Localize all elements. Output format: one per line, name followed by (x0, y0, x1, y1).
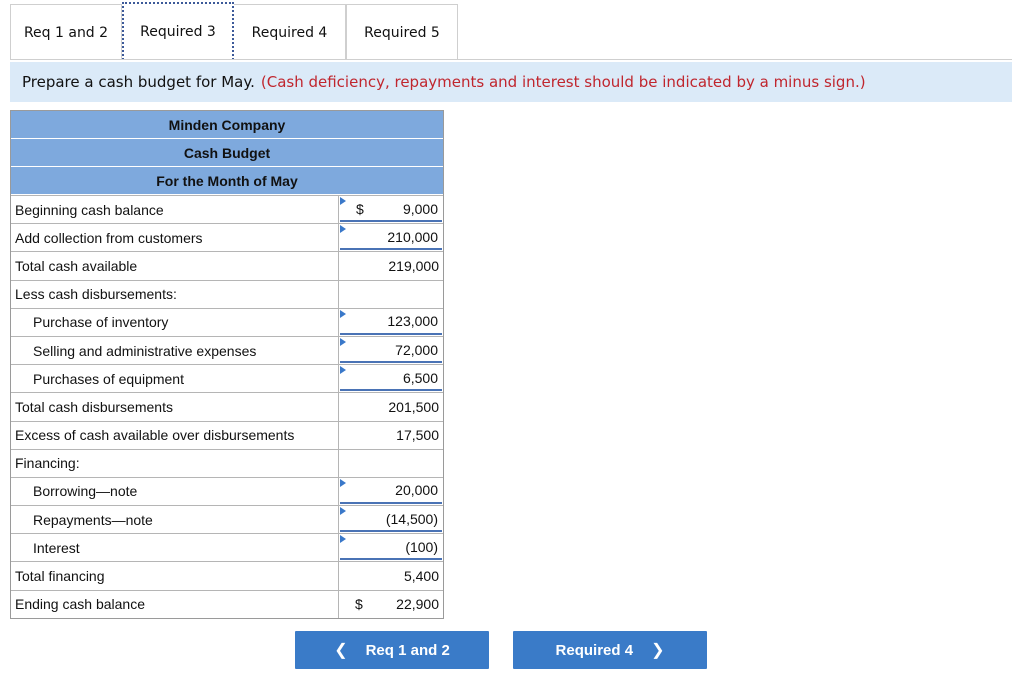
row-value: 5,400 (403, 568, 439, 585)
dollar-sign: $ (356, 200, 364, 217)
row-value: 123,000 (387, 313, 438, 330)
tab-req-1-and-2[interactable]: Req 1 and 2 (10, 4, 122, 60)
table-row: Selling and administrative expenses 72,0… (11, 335, 443, 365)
row-label: Selling and administrative expenses (11, 336, 339, 365)
row-label: Financing: (11, 449, 339, 477)
row-label: Total cash available (11, 252, 339, 280)
table-row: Less cash disbursements: (11, 279, 443, 308)
table-row: Financing: (11, 448, 443, 477)
table-row: Total cash disbursements 201,500 (11, 392, 443, 421)
row-label: Total financing (11, 562, 339, 590)
beginning-cash-input[interactable]: $ 9,000 (340, 197, 442, 223)
row-value: 210,000 (387, 228, 438, 245)
table-row: Borrowing—note 20,000 (11, 476, 443, 506)
dollar-sign: $ (355, 596, 363, 613)
table-row: Total financing 5,400 (11, 561, 443, 590)
row-label: Less cash disbursements: (11, 280, 339, 308)
purchases-equipment-input[interactable]: 6,500 (340, 366, 442, 392)
row-value: 9,000 (402, 200, 438, 217)
row-label: Purchases of equipment (11, 365, 339, 393)
row-label: Interest (11, 534, 339, 562)
tab-required-4[interactable]: Required 4 (234, 4, 346, 60)
row-value: (14,500) (385, 510, 438, 527)
row-value: 201,500 (388, 398, 439, 415)
cash-budget-table: Minden Company Cash Budget For the Month… (10, 110, 444, 619)
chevron-left-icon: ❮ (334, 642, 348, 659)
row-value: 22,900 (396, 596, 439, 613)
row-value: 6,500 (402, 369, 438, 386)
row-label: Repayments—note (11, 506, 339, 534)
table-row: Beginning cash balance $ 9,000 (11, 195, 443, 224)
total-cash-available-value: 219,000 (339, 252, 443, 279)
input-marker-icon (340, 337, 346, 346)
selling-admin-input[interactable]: 72,000 (340, 337, 442, 364)
row-value: 17,500 (396, 427, 439, 444)
row-label: Beginning cash balance (11, 196, 339, 224)
input-marker-icon (340, 197, 346, 205)
input-marker-icon (340, 507, 346, 516)
row-label: Ending cash balance (11, 590, 339, 618)
table-row: Total cash available 219,000 (11, 251, 443, 280)
tab-divider (10, 59, 1012, 60)
tab-required-5[interactable]: Required 5 (346, 4, 458, 60)
purchase-inventory-input[interactable]: 123,000 (340, 309, 442, 335)
table-row: Excess of cash available over disburseme… (11, 420, 443, 449)
tab-bar: Req 1 and 2 Required 3 Required 4 Requir… (10, 2, 458, 60)
table-row: Repayments—note (14,500) (11, 505, 443, 534)
tab-required-3[interactable]: Required 3 (122, 2, 234, 60)
row-value: 219,000 (388, 257, 439, 274)
ending-cash-value: $ 22,900 (339, 591, 443, 618)
interest-input[interactable]: (100) (340, 535, 442, 561)
collections-input[interactable]: 210,000 (340, 225, 442, 251)
input-marker-icon (340, 478, 346, 487)
empty-cell (339, 281, 443, 308)
row-value: 72,000 (395, 341, 438, 358)
table-row: Add collection from customers 210,000 (11, 223, 443, 252)
budget-period: For the Month of May (11, 167, 443, 195)
row-label: Borrowing—note (11, 477, 339, 506)
repayments-input[interactable]: (14,500) (340, 507, 442, 533)
row-label: Purchase of inventory (11, 308, 339, 336)
budget-title: Cash Budget (11, 139, 443, 167)
prev-button[interactable]: ❮ Req 1 and 2 (295, 631, 489, 669)
instruction-bar: Prepare a cash budget for May. (Cash def… (10, 62, 1012, 102)
chevron-right-icon: ❯ (651, 642, 665, 659)
input-marker-icon (340, 309, 346, 318)
table-row: Purchase of inventory 123,000 (11, 307, 443, 336)
total-financing-value: 5,400 (339, 562, 443, 589)
row-value: (100) (405, 538, 438, 555)
input-marker-icon (340, 225, 346, 234)
row-label: Excess of cash available over disburseme… (11, 421, 339, 449)
next-button[interactable]: Required 4 ❯ (513, 631, 707, 669)
company-name: Minden Company (11, 111, 443, 139)
input-marker-icon (340, 366, 346, 375)
instruction-note: (Cash deficiency, repayments and interes… (260, 73, 866, 91)
table-row: Interest (100) (11, 533, 443, 562)
total-disbursements-value: 201,500 (339, 393, 443, 420)
empty-cell (339, 450, 443, 477)
input-marker-icon (340, 535, 346, 544)
table-row: Purchases of equipment 6,500 (11, 364, 443, 393)
prev-button-label: Req 1 and 2 (365, 641, 450, 659)
borrowing-input[interactable]: 20,000 (340, 478, 442, 505)
excess-cash-value: 17,500 (339, 422, 443, 449)
instruction-text: Prepare a cash budget for May. (22, 73, 255, 91)
next-button-label: Required 4 (555, 641, 634, 659)
row-label: Total cash disbursements (11, 393, 339, 421)
row-label: Add collection from customers (11, 224, 339, 252)
row-value: 20,000 (395, 482, 438, 499)
table-row: Ending cash balance $ 22,900 (11, 589, 443, 618)
